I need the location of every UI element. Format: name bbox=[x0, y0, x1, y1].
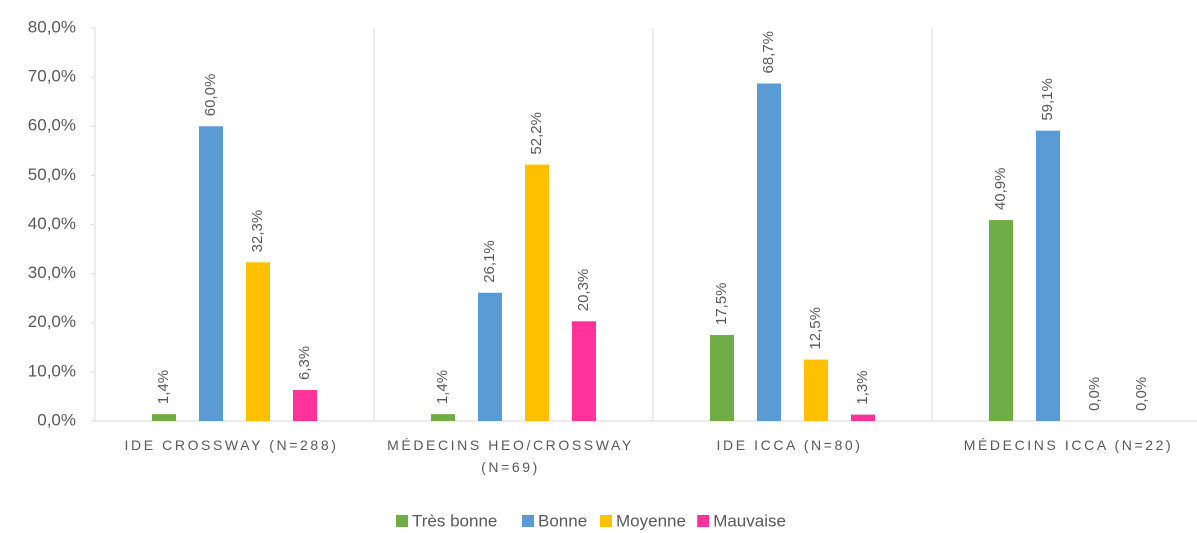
data-label: 0,0% bbox=[1086, 377, 1103, 411]
bar bbox=[152, 414, 176, 421]
data-label: 1,3% bbox=[854, 370, 871, 404]
bar bbox=[1036, 130, 1060, 421]
bar bbox=[804, 359, 828, 421]
legend-swatch bbox=[522, 515, 534, 527]
bar bbox=[757, 83, 781, 421]
x-tick-label: MÉDECINS HEO/CROSSWAY (N=69) bbox=[387, 437, 634, 475]
y-tick-label: 0,0% bbox=[37, 410, 76, 429]
bar bbox=[851, 414, 875, 421]
y-tick-label: 30,0% bbox=[28, 263, 76, 282]
legend-label: Moyenne bbox=[616, 511, 686, 530]
data-label: 52,2% bbox=[528, 112, 545, 155]
x-tick-label: IDE ICCA (N=80) bbox=[716, 437, 863, 453]
data-label: 6,3% bbox=[296, 346, 313, 380]
y-tick-label: 20,0% bbox=[28, 312, 76, 331]
data-label: 59,1% bbox=[1039, 78, 1056, 121]
bar bbox=[989, 220, 1013, 421]
bar bbox=[431, 414, 455, 421]
legend-swatch bbox=[600, 515, 612, 527]
x-tick-label: IDE CROSSWAY (N=288) bbox=[124, 437, 339, 453]
bar bbox=[246, 262, 270, 421]
legend-label: Bonne bbox=[538, 511, 587, 530]
data-label: 0,0% bbox=[1133, 377, 1150, 411]
data-label: 32,3% bbox=[249, 210, 266, 253]
legend-swatch bbox=[697, 515, 710, 527]
y-tick-label: 40,0% bbox=[28, 214, 76, 233]
y-tick-label: 80,0% bbox=[28, 17, 76, 36]
bar bbox=[199, 126, 223, 421]
bar bbox=[572, 321, 596, 421]
data-label: 20,3% bbox=[575, 269, 592, 312]
bar bbox=[293, 390, 317, 421]
y-tick-label: 70,0% bbox=[28, 67, 76, 86]
data-label: 68,7% bbox=[760, 31, 777, 74]
bar bbox=[525, 164, 549, 421]
bar bbox=[710, 335, 734, 421]
data-label: 60,0% bbox=[202, 74, 219, 117]
data-label: 40,9% bbox=[992, 168, 1009, 211]
legend-label: Très bonne bbox=[412, 511, 497, 530]
bar bbox=[478, 292, 502, 421]
data-label: 26,1% bbox=[481, 240, 498, 283]
data-label: 17,5% bbox=[713, 282, 730, 325]
y-tick-label: 60,0% bbox=[28, 116, 76, 135]
data-label: 12,5% bbox=[807, 307, 824, 350]
legend-swatch bbox=[396, 515, 408, 527]
y-tick-label: 10,0% bbox=[28, 361, 76, 380]
legend-label: Mauvaise bbox=[713, 511, 786, 530]
y-tick-label: 50,0% bbox=[28, 165, 76, 184]
x-tick-label: MÉDECINS ICCA (N=22) bbox=[963, 437, 1174, 453]
data-label: 1,4% bbox=[434, 370, 451, 404]
data-label: 1,4% bbox=[155, 370, 172, 404]
